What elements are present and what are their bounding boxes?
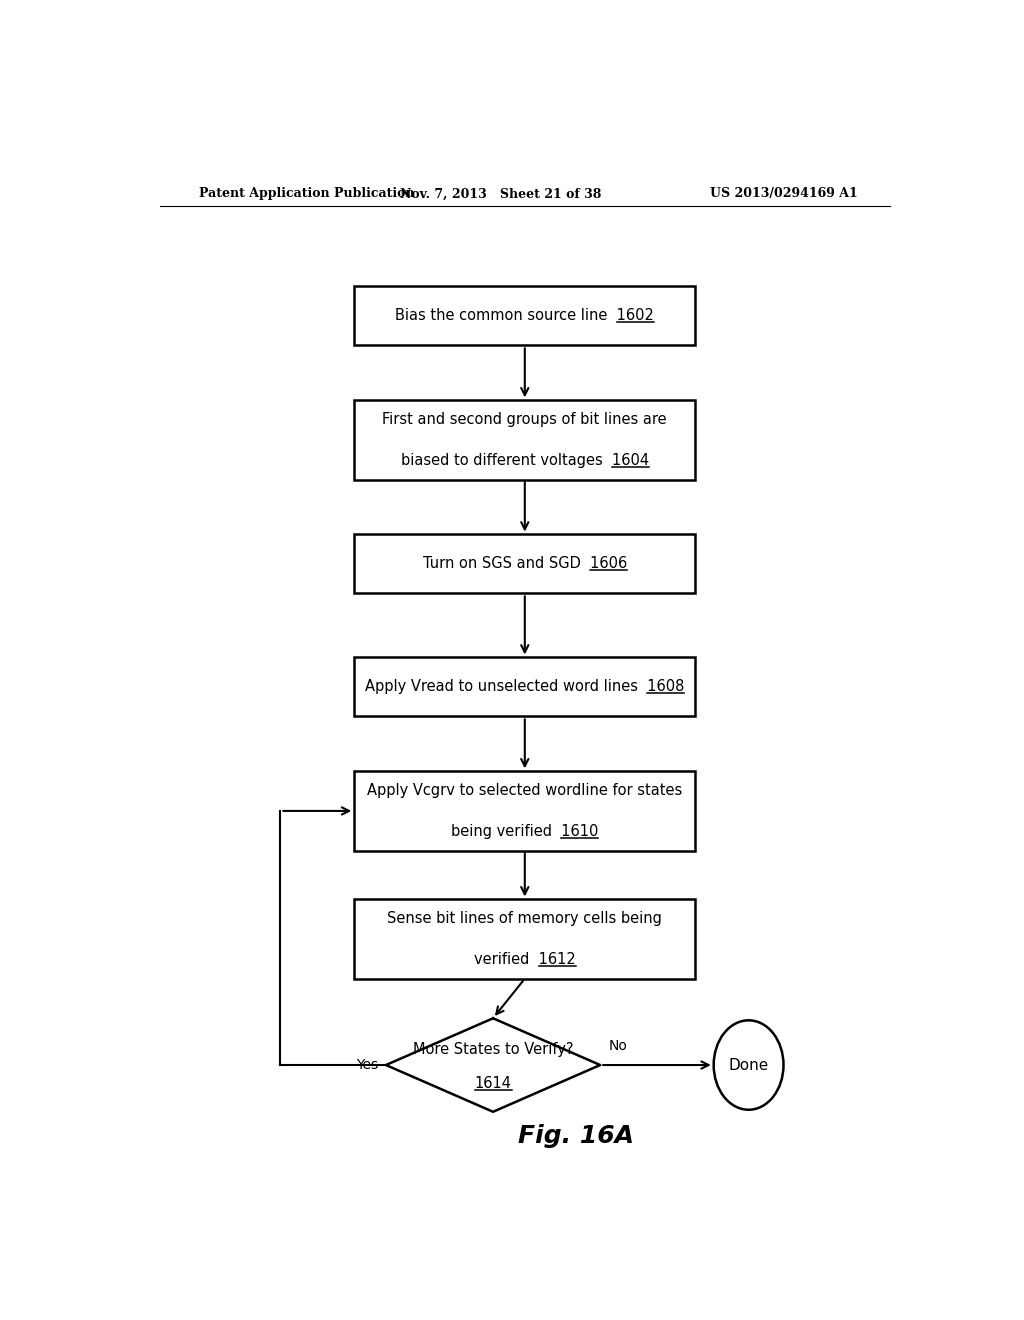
Text: Yes: Yes: [356, 1059, 378, 1072]
Text: Bias the common source line  1602: Bias the common source line 1602: [395, 309, 654, 323]
Bar: [354, 657, 695, 717]
Bar: [354, 400, 695, 479]
Circle shape: [714, 1020, 783, 1110]
Text: biased to different voltages  1604: biased to different voltages 1604: [400, 453, 649, 467]
Text: Apply Vread to unselected word lines  1608: Apply Vread to unselected word lines 160…: [366, 680, 684, 694]
Text: being verified  1610: being verified 1610: [452, 824, 598, 838]
Text: No: No: [608, 1039, 627, 1053]
Polygon shape: [386, 1018, 600, 1111]
Bar: [354, 535, 695, 594]
Text: More States to Verify?: More States to Verify?: [413, 1043, 573, 1057]
Text: Turn on SGS and SGD  1606: Turn on SGS and SGD 1606: [423, 557, 627, 572]
Text: 1614: 1614: [474, 1076, 512, 1090]
Text: verified  1612: verified 1612: [474, 952, 575, 966]
Text: First and second groups of bit lines are: First and second groups of bit lines are: [383, 412, 667, 428]
Text: Sense bit lines of memory cells being: Sense bit lines of memory cells being: [387, 911, 663, 927]
Text: Apply Vcgrv to selected wordline for states: Apply Vcgrv to selected wordline for sta…: [368, 783, 682, 799]
Text: Done: Done: [728, 1057, 769, 1073]
Bar: [354, 899, 695, 978]
Text: Patent Application Publication: Patent Application Publication: [200, 187, 415, 201]
Text: Nov. 7, 2013   Sheet 21 of 38: Nov. 7, 2013 Sheet 21 of 38: [400, 187, 602, 201]
Text: Fig. 16A: Fig. 16A: [518, 1125, 635, 1148]
Bar: [354, 286, 695, 346]
Text: US 2013/0294169 A1: US 2013/0294169 A1: [711, 187, 858, 201]
Bar: [354, 771, 695, 850]
